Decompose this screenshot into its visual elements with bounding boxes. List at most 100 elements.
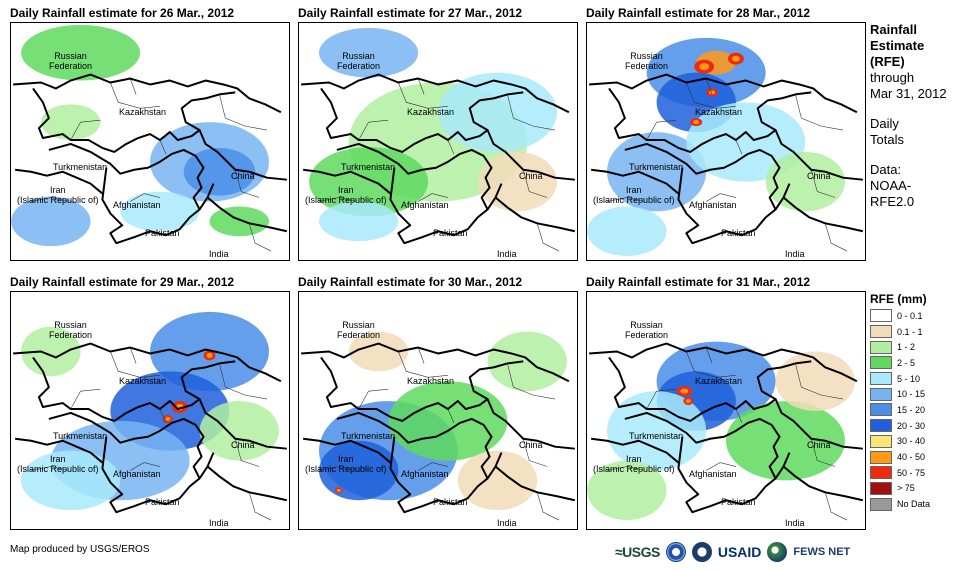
country-boundary: [774, 129, 863, 181]
province-boundary: [795, 363, 844, 400]
rainfall-area: [21, 326, 81, 377]
legend-item: 5 - 10: [870, 371, 965, 387]
province-boundary: [810, 169, 836, 198]
legend-label: 0 - 0.1: [897, 310, 923, 321]
fews-globe-icon: [767, 542, 788, 562]
country-label-turkmenistan: Turkmenistan: [53, 431, 108, 441]
province-boundary: [130, 462, 160, 471]
country-boundary: [13, 73, 282, 114]
panel-title: Daily Rainfall estimate for 31 Mar., 201…: [586, 275, 811, 289]
rainfall-area: [40, 104, 101, 141]
rainfall-area: [21, 24, 141, 81]
country-label-china: China: [231, 440, 255, 450]
map-svg: [299, 23, 577, 260]
country-boundary: [206, 465, 288, 502]
rainfall-panel-4: Daily Rainfall estimate for 29 Mar., 201…: [10, 275, 290, 530]
province-boundary: [159, 408, 167, 424]
sidebar-title: Rainfall Estimate (RFE): [870, 22, 925, 69]
heavy-rainfall-core: [336, 488, 341, 492]
country-label-russia: Russian Federation: [337, 51, 381, 71]
fews-net-logo: FEWS NET: [793, 546, 851, 558]
province-boundary: [706, 462, 736, 471]
legend-item: No Data: [870, 496, 965, 512]
legend-swatch: [870, 372, 892, 386]
rfe-legend: RFE (mm) 0 - 0.1 0.1 - 1 1 - 2 2 - 5 5 - 10 1…: [870, 292, 965, 512]
legend-item: 30 - 40: [870, 434, 965, 450]
rainfall-area: [477, 151, 557, 212]
legend-swatch: [870, 450, 892, 464]
rainfall-panel-6: Daily Rainfall estimate for 31 Mar., 201…: [586, 275, 866, 530]
legend-swatch: [870, 387, 892, 401]
map-description: Rainfall Estimate (RFE) through Mar 31, …: [870, 22, 965, 210]
country-boundary: [198, 129, 287, 181]
rainfall-map: Russian Federation Kazakhstan Turkmenistan…: [586, 291, 866, 530]
legend-label: > 75: [897, 483, 915, 494]
country-label-china: China: [519, 171, 543, 181]
country-label-turkmenistan: Turkmenistan: [341, 431, 396, 441]
country-boundary: [15, 437, 104, 464]
heavy-rainfall-core: [165, 416, 171, 421]
legend-swatch: [870, 356, 892, 370]
country-label-india: India: [497, 518, 517, 528]
country-label-kazakhstan: Kazakhstan: [407, 376, 455, 386]
heavy-rainfall-core: [709, 90, 716, 95]
province-boundary: [219, 363, 268, 400]
country-boundary: [624, 142, 781, 210]
rainfall-area: [209, 206, 269, 237]
country-label-india: India: [209, 518, 229, 528]
province-boundary: [507, 363, 556, 400]
country-boundary: [589, 73, 858, 114]
legend-swatch: [870, 403, 892, 417]
country-label-iran: Iran (Islamic Republic of): [305, 185, 387, 205]
province-boundary: [417, 78, 425, 95]
province-boundary: [795, 94, 844, 131]
legend-item: 20 - 30: [870, 418, 965, 434]
rainfall-area: [765, 151, 845, 212]
province-boundary: [536, 223, 560, 252]
legend-item: 15 - 20: [870, 402, 965, 418]
province-boundary: [234, 169, 260, 198]
country-label-china: China: [519, 440, 543, 450]
country-boundary: [15, 168, 104, 195]
country-boundary: [677, 167, 791, 245]
country-label-india: India: [785, 518, 805, 528]
province-boundary: [646, 119, 677, 141]
province-boundary: [417, 347, 425, 364]
country-label-russia: Russian Federation: [625, 320, 669, 340]
country-label-russia: Russian Federation: [337, 320, 381, 340]
province-boundary: [358, 119, 389, 141]
legend-swatch: [870, 481, 892, 495]
legend-item: > 75: [870, 481, 965, 497]
country-boundary: [303, 168, 392, 195]
country-boundary: [198, 398, 287, 450]
country-boundary: [774, 398, 863, 450]
country-label-pakistan: Pakistan: [433, 228, 468, 238]
usda-seal-icon: [691, 542, 712, 562]
rainfall-map: Russian Federation Kazakhstan Turkmenistan…: [586, 22, 866, 261]
rainfall-area: [587, 206, 667, 257]
rainfall-area: [587, 460, 667, 521]
country-label-kazakhstan: Kazakhstan: [695, 107, 743, 117]
country-boundary: [389, 436, 503, 514]
country-boundary: [389, 167, 503, 245]
map-svg: [11, 292, 289, 529]
legend-item: 40 - 50: [870, 449, 965, 465]
rainfall-area: [11, 196, 91, 247]
panel-title: Daily Rainfall estimate for 29 Mar., 201…: [10, 275, 235, 289]
legend-label: 10 - 15: [897, 389, 926, 400]
rainfall-area: [319, 27, 419, 78]
country-label-kazakhstan: Kazakhstan: [695, 376, 743, 386]
country-label-russia: Russian Federation: [625, 51, 669, 71]
legend-swatch: [870, 497, 892, 511]
province-boundary: [110, 351, 160, 378]
legend-label: 40 - 50: [897, 452, 926, 463]
rainfall-area: [21, 450, 121, 511]
province-boundary: [447, 408, 455, 424]
country-boundary: [32, 356, 236, 422]
rainfall-map: Russian Federation Kazakhstan Turkmenistan…: [298, 291, 578, 530]
rainfall-area: [183, 147, 256, 196]
legend-label: 15 - 20: [897, 404, 926, 415]
rainfall-area: [348, 331, 409, 372]
province-boundary: [159, 139, 167, 155]
rainfall-area: [438, 72, 557, 152]
